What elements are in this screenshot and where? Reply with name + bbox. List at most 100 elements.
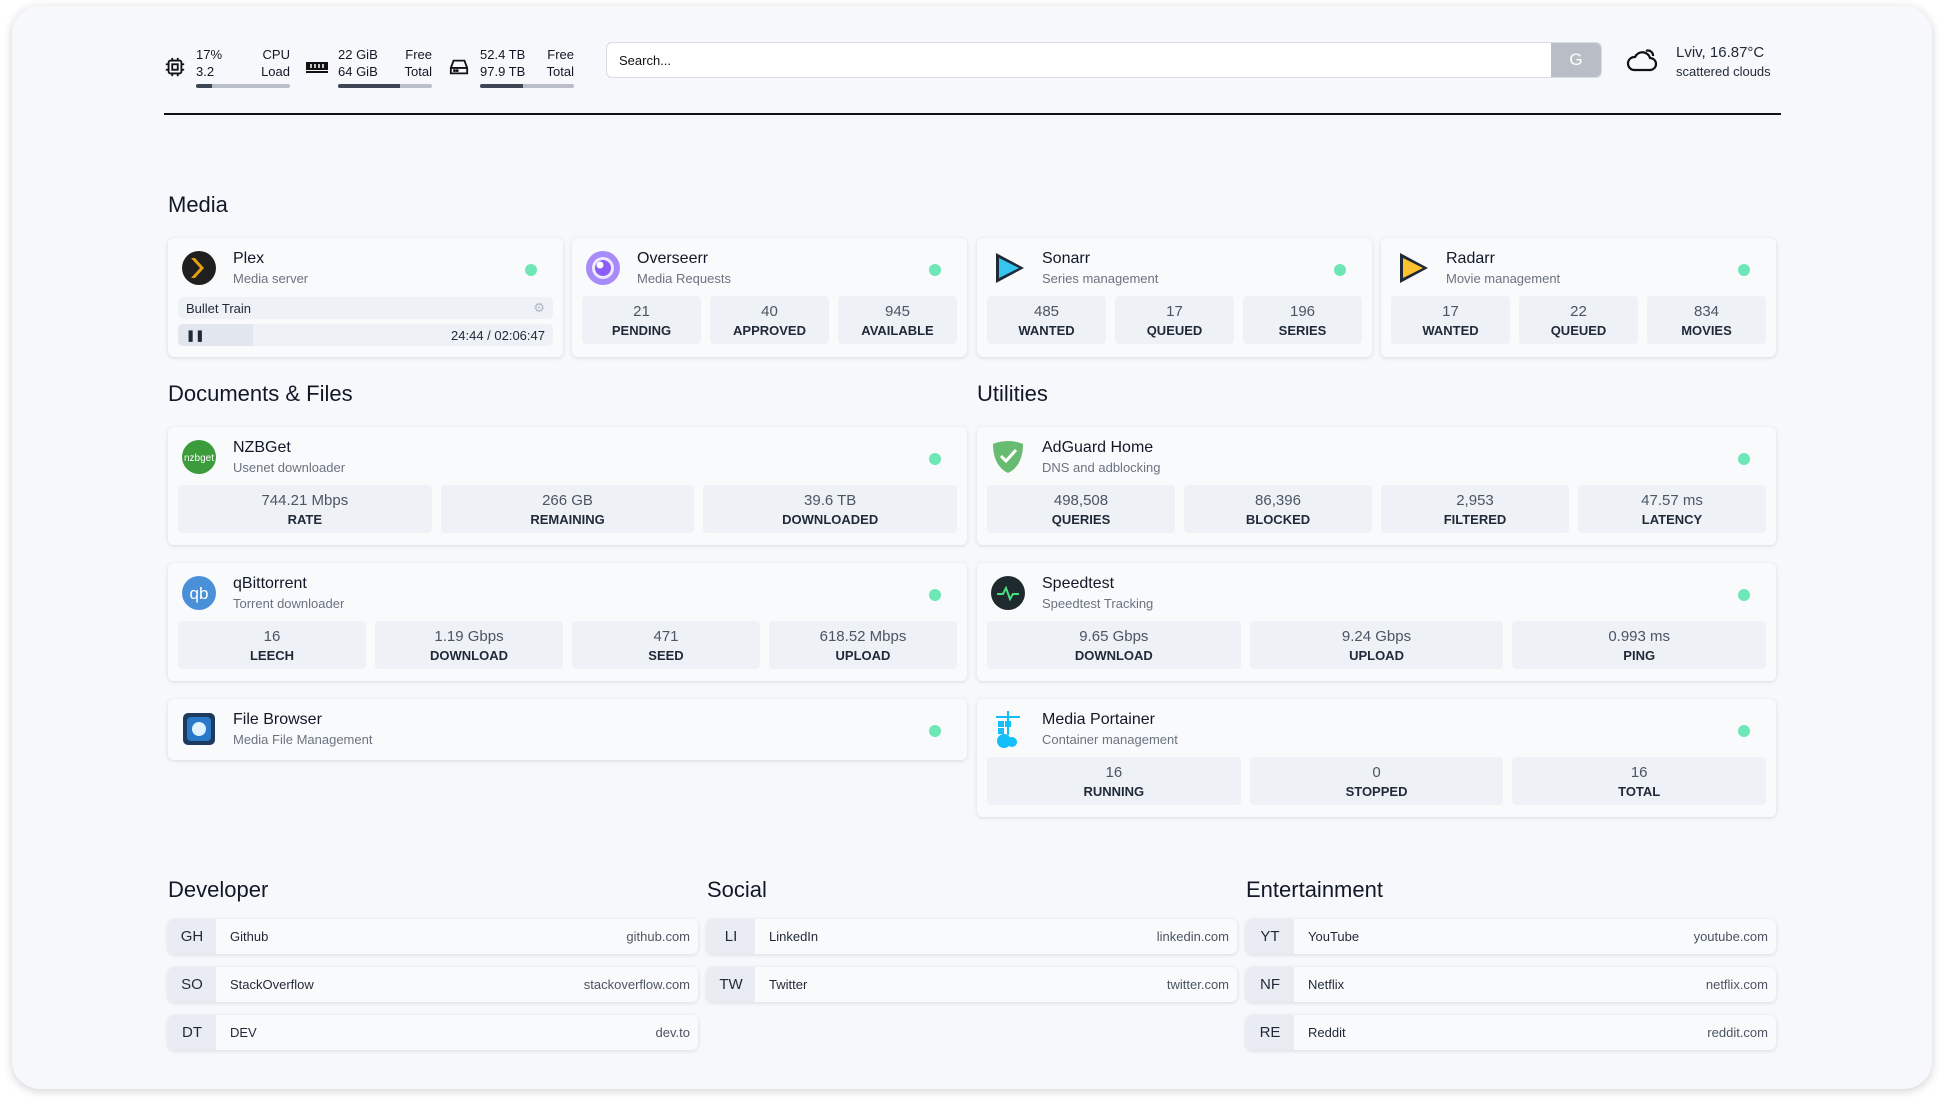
service-card-speedtest[interactable]: Speedtest Speedtest Tracking 9.65 Gbps DOW… (977, 563, 1776, 681)
bookmark-netflix[interactable]: NF Netflix netflix.com (1246, 967, 1776, 1002)
stat-filtered: 2,953 FILTERED (1381, 485, 1569, 533)
bookmark-name: Github (230, 929, 269, 944)
stat-label: BLOCKED (1245, 512, 1311, 527)
bookmark-stackoverflow[interactable]: SO StackOverflow stackoverflow.com (168, 967, 698, 1002)
memory-free: 22 GiB (338, 47, 378, 62)
weather-description: scattered clouds (1676, 64, 1771, 79)
search-input[interactable] (607, 52, 1551, 68)
service-subtitle: Speedtest Tracking (1042, 596, 1154, 611)
service-subtitle: Media Requests (637, 271, 731, 286)
stat-approved: 40 APPROVED (710, 296, 829, 344)
status-indicator (525, 264, 537, 276)
stat-value: 17 (1442, 303, 1459, 320)
service-card-qbittorrent[interactable]: qb qBittorrent Torrent downloader 16 LEECH… (168, 563, 967, 681)
cpu-bar (196, 84, 290, 88)
search-provider-button[interactable]: G (1551, 43, 1601, 77)
service-card-plex[interactable]: Plex Media server Bullet Train ⚙ ❚❚ 24:44 /… (168, 238, 563, 357)
svg-text:nzbget: nzbget (184, 453, 214, 464)
cpu-label: CPU (262, 47, 290, 62)
stat-label: UPLOAD (835, 648, 891, 663)
stat-rate: 744.21 Mbps RATE (178, 485, 432, 533)
stat-pending: 21 PENDING (582, 296, 701, 344)
bookmark-abbr: SO (168, 967, 216, 1002)
status-indicator (929, 589, 941, 601)
weather-widget: Lviv, 16.87°C scattered clouds (1626, 44, 1771, 79)
stat-value: 471 (653, 628, 679, 645)
stat-value: 86,396 (1255, 492, 1301, 509)
service-card-filebrowser[interactable]: File Browser Media File Management (168, 699, 967, 760)
service-card-adguard[interactable]: AdGuard Home DNS and adblocking 498,508 QU… (977, 427, 1776, 545)
service-card-portainer[interactable]: Media Portainer Container management 16 RU… (977, 699, 1776, 817)
disk-free-label: Free (547, 47, 574, 62)
service-card-sonarr[interactable]: Sonarr Series management 485 WANTED 17 QUEUE… (977, 238, 1372, 357)
stat-label: AVAILABLE (861, 323, 934, 338)
service-title: AdGuard Home (1042, 439, 1154, 456)
bookmark-abbr: YT (1246, 919, 1294, 954)
bookmark-reddit[interactable]: RE Reddit reddit.com (1246, 1015, 1776, 1050)
bookmark-url: dev.to (655, 1025, 690, 1040)
memory-widget: 22 GiB Free 64 GiB Total (304, 46, 432, 88)
sonarr-icon (989, 249, 1027, 287)
bookmark-dev[interactable]: DT DEV dev.to (168, 1015, 698, 1050)
bookmark-youtube[interactable]: YT YouTube youtube.com (1246, 919, 1776, 954)
service-title: Radarr (1446, 250, 1495, 267)
stream-time: 24:44 / 02:06:47 (451, 327, 545, 343)
radarr-icon (1393, 249, 1431, 287)
header-divider (164, 113, 1781, 115)
stat-value: 196 (1289, 303, 1316, 320)
stat-upload: 9.24 Gbps UPLOAD (1249, 621, 1504, 669)
stat-value: 485 (1033, 303, 1060, 320)
stat-download: 1.19 Gbps DOWNLOAD (375, 621, 563, 669)
bookmark-github[interactable]: GH Github github.com (168, 919, 698, 954)
bookmark-abbr: RE (1246, 1015, 1294, 1050)
service-card-overseerr[interactable]: Overseerr Media Requests 21 PENDING 40 APPRO… (572, 238, 967, 357)
stat-label: DOWNLOAD (430, 648, 508, 663)
stat-value: 9.65 Gbps (1079, 628, 1149, 645)
stat-value: 0 (1372, 764, 1381, 781)
stat-leech: 16 LEECH (178, 621, 366, 669)
service-subtitle: Container management (1042, 732, 1178, 747)
stat-value: 266 GB (542, 492, 593, 509)
bookmark-twitter[interactable]: TW Twitter twitter.com (707, 967, 1237, 1002)
cloud-icon (1626, 45, 1660, 78)
stat-wanted: 485 WANTED (987, 296, 1106, 344)
service-card-radarr[interactable]: Radarr Movie management 17 WANTED 22 QUEUED 8… (1381, 238, 1776, 357)
service-subtitle: Torrent downloader (233, 596, 345, 611)
bookmark-name: Twitter (769, 977, 808, 992)
speedtest-icon (989, 574, 1027, 612)
stat-seed: 471 SEED (572, 621, 760, 669)
bookmark-abbr: TW (707, 967, 755, 1002)
memory-total-label: Total (404, 64, 432, 79)
service-title: qBittorrent (233, 575, 307, 592)
service-card-nzbget[interactable]: nzbget NZBGet Usenet downloader 744.21 Mb… (168, 427, 967, 545)
pause-icon[interactable]: ❚❚ (186, 329, 205, 342)
stat-label: QUERIES (1051, 512, 1111, 527)
load-value: 3.2 (196, 64, 215, 79)
stat-label: PENDING (611, 323, 672, 338)
bookmark-abbr: GH (168, 919, 216, 954)
memory-free-label: Free (405, 47, 432, 62)
service-subtitle: DNS and adblocking (1042, 460, 1161, 475)
status-indicator (929, 453, 941, 465)
stat-label: STOPPED (1345, 784, 1408, 799)
stat-download: 9.65 Gbps DOWNLOAD (987, 621, 1241, 669)
disk-icon (446, 54, 472, 80)
service-title: Speedtest (1042, 575, 1115, 592)
stat-label: WANTED (1422, 323, 1479, 338)
dashboard (12, 6, 1932, 1089)
stat-ping: 0.993 ms PING (1512, 621, 1767, 669)
disk-widget: 52.4 TB Free 97.9 TB Total (446, 46, 574, 88)
stat-value: 618.52 Mbps (819, 628, 907, 645)
adguard-shield-icon (989, 438, 1027, 476)
stat-value: 39.6 TB (804, 492, 857, 509)
bookmark-linkedin[interactable]: LI LinkedIn linkedin.com (707, 919, 1237, 954)
bookmark-url: netflix.com (1705, 977, 1768, 992)
service-subtitle: Media File Management (233, 732, 373, 747)
stat-label: LATENCY (1641, 512, 1703, 527)
stat-label: APPROVED (733, 323, 806, 338)
stat-label: DOWNLOAD (1074, 648, 1153, 663)
bookmark-url: linkedin.com (1156, 929, 1229, 944)
stat-value: 945 (884, 303, 911, 320)
status-indicator (1738, 725, 1750, 737)
stat-value: 9.24 Gbps (1341, 628, 1412, 645)
